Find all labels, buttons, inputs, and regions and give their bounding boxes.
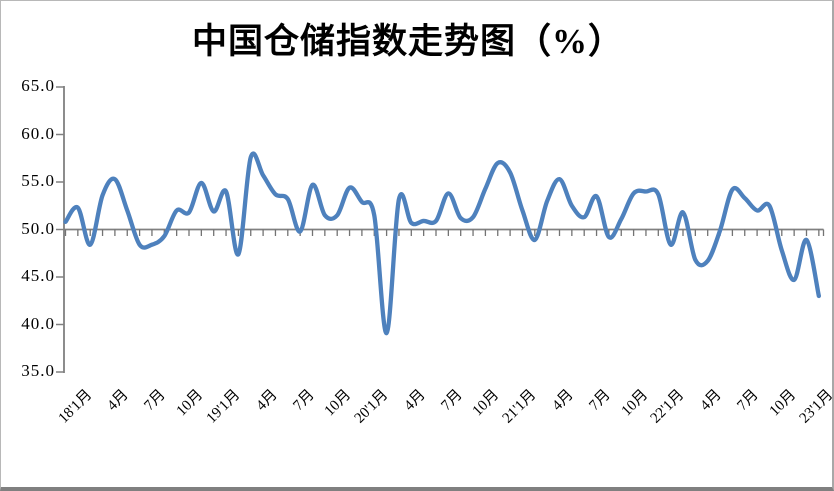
y-axis-label: 35.0 [21,361,55,380]
y-axis-label: 65.0 [21,76,55,95]
y-axis-label: 45.0 [21,266,55,285]
y-axis-label: 40.0 [21,313,55,333]
chart-title: 中国仓储指数走势图（%） [191,22,624,61]
y-axis-label: 50.0 [21,218,55,238]
y-axis-label: 60.0 [21,123,55,143]
y-axis-label: 55.0 [21,171,55,190]
index-trend-line [63,151,821,336]
